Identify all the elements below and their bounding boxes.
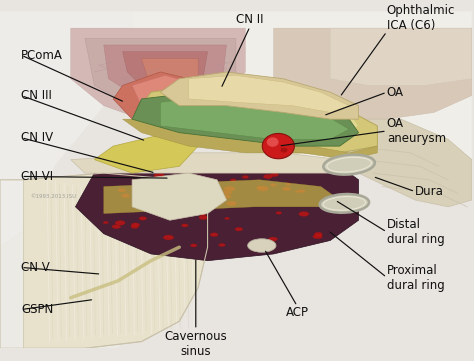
Polygon shape bbox=[321, 119, 472, 207]
Polygon shape bbox=[94, 132, 198, 173]
Polygon shape bbox=[85, 38, 236, 112]
Ellipse shape bbox=[207, 188, 218, 193]
Ellipse shape bbox=[235, 227, 243, 231]
Polygon shape bbox=[132, 86, 377, 153]
Polygon shape bbox=[123, 52, 208, 99]
Polygon shape bbox=[123, 119, 377, 160]
Ellipse shape bbox=[121, 193, 130, 197]
Text: Distal
dural ring: Distal dural ring bbox=[387, 218, 445, 246]
Polygon shape bbox=[104, 180, 340, 213]
Polygon shape bbox=[71, 28, 246, 119]
Ellipse shape bbox=[154, 205, 160, 208]
Ellipse shape bbox=[268, 237, 278, 242]
Ellipse shape bbox=[112, 225, 121, 229]
Text: ACP: ACP bbox=[286, 306, 309, 319]
Ellipse shape bbox=[224, 186, 235, 191]
Polygon shape bbox=[132, 92, 358, 146]
Polygon shape bbox=[330, 28, 472, 86]
Text: CN III: CN III bbox=[21, 89, 52, 102]
Ellipse shape bbox=[154, 173, 165, 178]
Ellipse shape bbox=[256, 186, 265, 190]
Ellipse shape bbox=[190, 244, 197, 247]
Ellipse shape bbox=[227, 201, 237, 206]
Ellipse shape bbox=[271, 184, 276, 187]
Ellipse shape bbox=[182, 224, 188, 227]
Polygon shape bbox=[189, 75, 349, 112]
Ellipse shape bbox=[295, 191, 300, 193]
Ellipse shape bbox=[286, 183, 291, 186]
Ellipse shape bbox=[283, 187, 291, 191]
Ellipse shape bbox=[183, 198, 191, 201]
Ellipse shape bbox=[314, 232, 322, 236]
Text: Proximal
dural ring: Proximal dural ring bbox=[387, 264, 445, 292]
Polygon shape bbox=[24, 173, 208, 348]
Ellipse shape bbox=[188, 212, 195, 215]
Polygon shape bbox=[113, 72, 208, 126]
Text: ©1993.2013.ISU: ©1993.2013.ISU bbox=[31, 194, 77, 199]
Ellipse shape bbox=[257, 186, 268, 191]
Text: CN IV: CN IV bbox=[21, 131, 54, 144]
Ellipse shape bbox=[248, 239, 276, 252]
Ellipse shape bbox=[217, 196, 227, 200]
Text: OA
aneurysm: OA aneurysm bbox=[387, 117, 446, 145]
Ellipse shape bbox=[267, 137, 279, 147]
Ellipse shape bbox=[299, 212, 309, 216]
Ellipse shape bbox=[168, 187, 173, 189]
Polygon shape bbox=[71, 153, 358, 173]
Ellipse shape bbox=[319, 194, 369, 213]
Text: Dura: Dura bbox=[415, 185, 444, 198]
Polygon shape bbox=[132, 11, 472, 180]
Ellipse shape bbox=[264, 174, 273, 179]
Ellipse shape bbox=[200, 202, 210, 206]
Ellipse shape bbox=[230, 179, 236, 182]
Ellipse shape bbox=[200, 213, 206, 216]
Ellipse shape bbox=[103, 221, 109, 224]
Ellipse shape bbox=[276, 212, 282, 214]
Text: Cavernous
sinus: Cavernous sinus bbox=[164, 330, 227, 358]
Text: CN II: CN II bbox=[236, 13, 264, 26]
Ellipse shape bbox=[270, 173, 279, 177]
Polygon shape bbox=[160, 96, 349, 139]
Text: Ophthalmic
ICA (C6): Ophthalmic ICA (C6) bbox=[387, 4, 455, 31]
Ellipse shape bbox=[225, 217, 229, 219]
Ellipse shape bbox=[155, 198, 161, 201]
Ellipse shape bbox=[199, 216, 208, 219]
Ellipse shape bbox=[281, 148, 288, 153]
Ellipse shape bbox=[314, 234, 322, 237]
Polygon shape bbox=[132, 75, 198, 112]
Text: GSPN: GSPN bbox=[21, 303, 54, 316]
Ellipse shape bbox=[208, 193, 216, 197]
Ellipse shape bbox=[224, 195, 231, 199]
Text: CN V: CN V bbox=[21, 261, 50, 274]
Ellipse shape bbox=[139, 217, 147, 220]
Text: PComA: PComA bbox=[21, 49, 63, 62]
Polygon shape bbox=[132, 173, 227, 220]
Ellipse shape bbox=[242, 175, 249, 178]
Ellipse shape bbox=[262, 134, 294, 159]
Ellipse shape bbox=[219, 243, 225, 247]
Ellipse shape bbox=[323, 155, 375, 175]
Ellipse shape bbox=[210, 233, 218, 236]
Ellipse shape bbox=[164, 211, 174, 216]
Ellipse shape bbox=[115, 221, 125, 225]
Ellipse shape bbox=[131, 225, 139, 229]
Text: CN VI: CN VI bbox=[21, 170, 54, 183]
Text: OA: OA bbox=[387, 86, 404, 99]
Polygon shape bbox=[75, 160, 358, 261]
Ellipse shape bbox=[313, 234, 322, 239]
Polygon shape bbox=[104, 45, 227, 106]
Ellipse shape bbox=[163, 235, 174, 240]
Polygon shape bbox=[0, 163, 198, 348]
Polygon shape bbox=[142, 58, 198, 96]
Ellipse shape bbox=[223, 190, 232, 195]
Polygon shape bbox=[273, 28, 472, 119]
Polygon shape bbox=[170, 86, 358, 139]
Ellipse shape bbox=[298, 189, 305, 193]
Ellipse shape bbox=[118, 188, 126, 192]
Ellipse shape bbox=[131, 223, 140, 227]
Polygon shape bbox=[160, 72, 358, 119]
Polygon shape bbox=[0, 11, 132, 247]
